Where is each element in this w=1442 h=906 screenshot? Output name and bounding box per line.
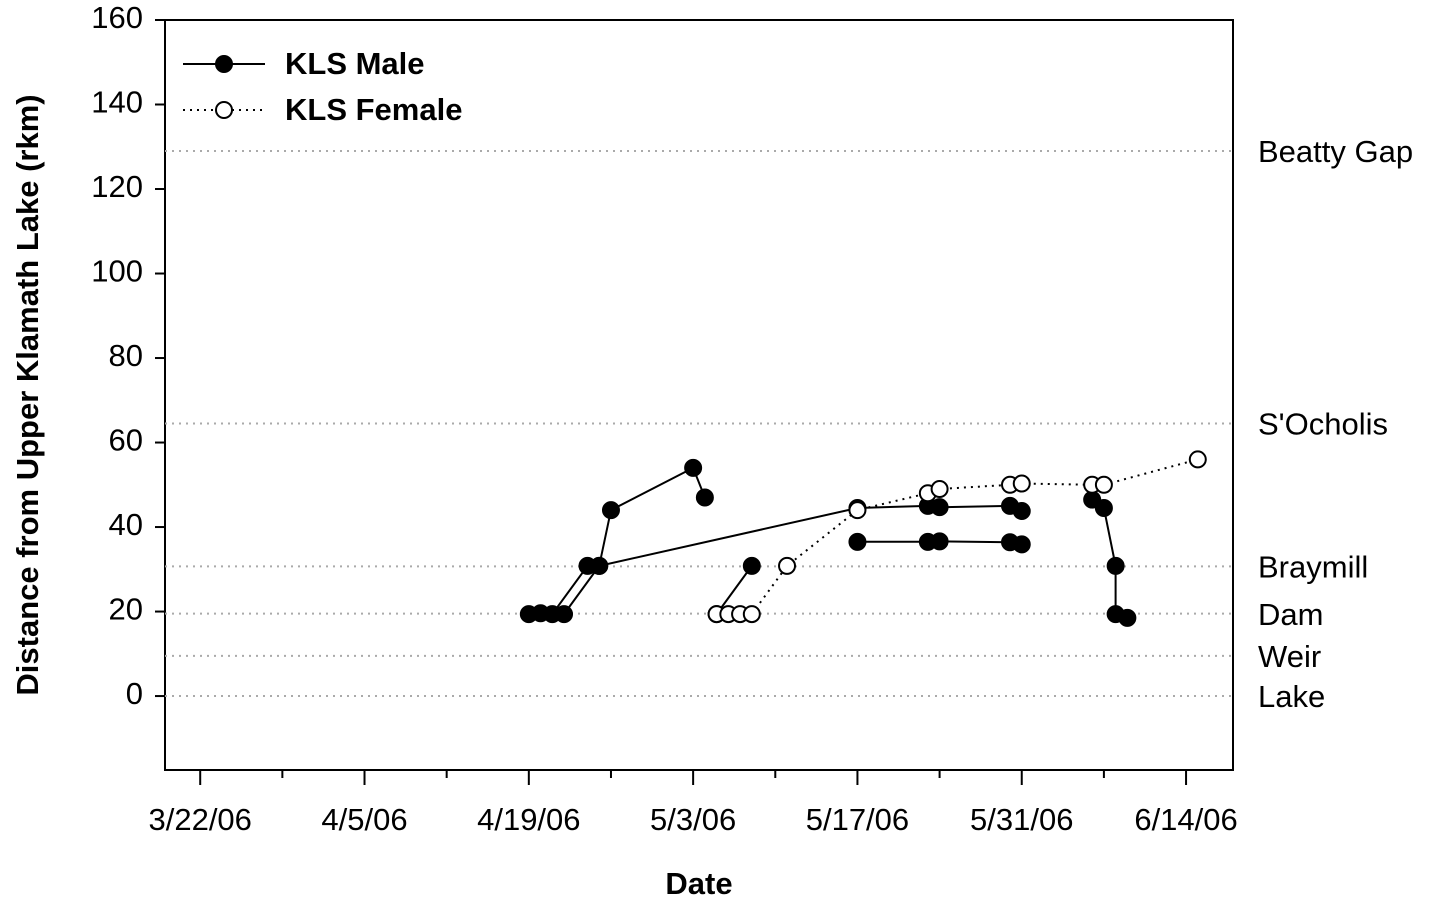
y-axis-title: Distance from Upper Klamath Lake (rkm) — [10, 94, 45, 695]
data-point — [848, 501, 867, 520]
x-axis-title: Date — [665, 866, 732, 901]
y-tick-label: 120 — [91, 169, 143, 204]
x-tick-label: 3/22/06 — [148, 802, 251, 837]
reference-label: Beatty Gap — [1258, 134, 1413, 169]
data-point — [1012, 535, 1031, 554]
x-tick-label: 4/19/06 — [477, 802, 580, 837]
data-point — [1094, 499, 1113, 518]
x-tick-label: 5/17/06 — [806, 802, 909, 837]
reference-label: Lake — [1258, 679, 1325, 714]
x-tick-label: 4/5/06 — [321, 802, 407, 837]
series-line — [716, 458, 1199, 616]
y-tick-label: 160 — [91, 0, 143, 35]
plot-frame — [164, 19, 1234, 771]
y-tick-label: 80 — [109, 338, 143, 373]
data-point — [742, 556, 761, 575]
data-point — [1118, 608, 1137, 627]
data-point — [742, 605, 761, 624]
y-tick-label: 60 — [109, 423, 143, 458]
series-line — [528, 466, 1128, 619]
data-point — [684, 458, 703, 477]
data-point — [778, 556, 797, 575]
data-point — [1012, 501, 1031, 520]
data-point — [930, 498, 949, 517]
legend-marker — [215, 101, 233, 119]
y-tick-label: 140 — [91, 85, 143, 120]
y-tick-label: 20 — [109, 592, 143, 627]
data-point — [1106, 556, 1125, 575]
x-tick-label: 5/31/06 — [970, 802, 1073, 837]
reference-label: Braymill — [1258, 550, 1368, 585]
x-tick-label: 6/14/06 — [1134, 802, 1237, 837]
reference-label: Dam — [1258, 597, 1323, 632]
x-tick-label: 5/3/06 — [650, 802, 736, 837]
data-point — [1188, 450, 1207, 469]
data-point — [1012, 474, 1031, 493]
reference-label: Weir — [1258, 639, 1321, 674]
reference-label: S'Ocholis — [1258, 407, 1388, 442]
y-tick-label: 40 — [109, 507, 143, 542]
y-tick-label: 0 — [126, 676, 143, 711]
data-point — [930, 532, 949, 551]
data-point — [601, 501, 620, 520]
y-tick-label: 100 — [91, 254, 143, 289]
data-point — [848, 532, 867, 551]
legend-label: KLS Female — [285, 92, 462, 127]
data-point — [695, 488, 714, 507]
legend-label: KLS Male — [285, 46, 425, 81]
data-point — [590, 556, 609, 575]
data-point — [1094, 475, 1113, 494]
data-point — [930, 480, 949, 499]
data-point — [555, 605, 574, 624]
legend-marker — [215, 55, 233, 73]
